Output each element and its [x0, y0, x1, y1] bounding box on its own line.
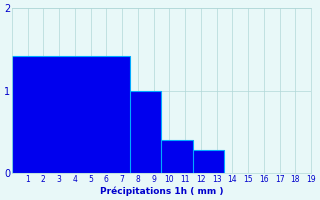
Bar [12, 91, 161, 173]
Bar [12, 74, 36, 173]
X-axis label: Précipitations 1h ( mm ): Précipitations 1h ( mm ) [100, 186, 223, 196]
Bar [12, 140, 193, 173]
Bar [12, 150, 224, 173]
Bar [12, 56, 130, 173]
